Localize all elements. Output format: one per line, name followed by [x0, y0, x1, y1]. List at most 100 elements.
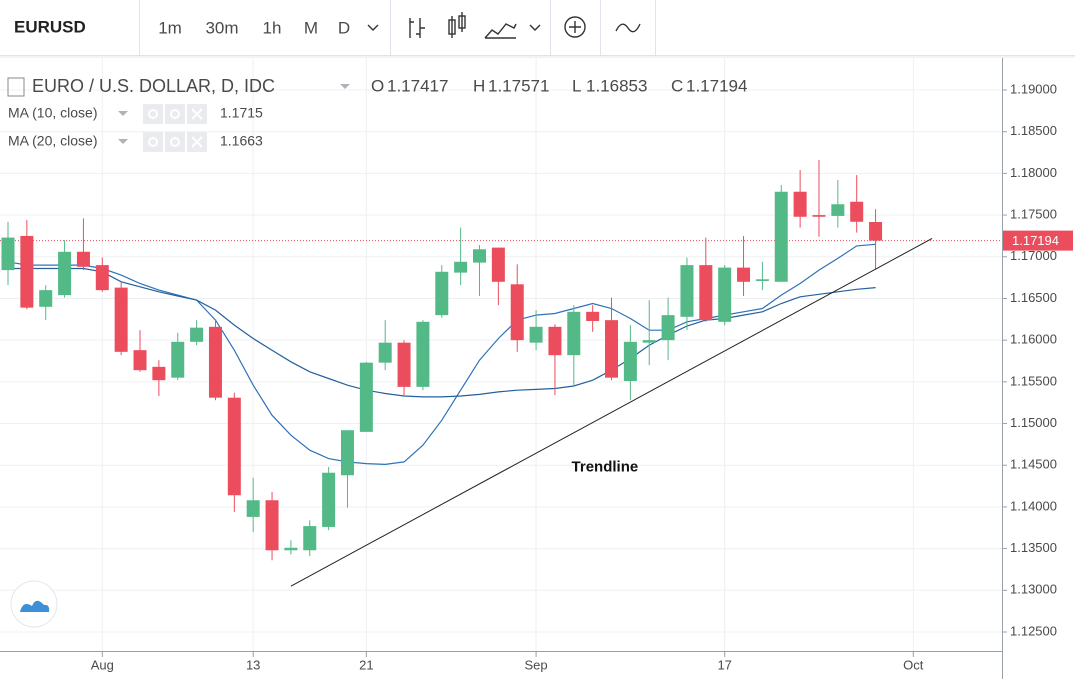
candle-body [605, 320, 619, 378]
x-tick-label: 21 [359, 657, 373, 672]
candle-body [869, 222, 883, 241]
trendline [290, 237, 933, 587]
candle-body [661, 315, 675, 341]
y-tick-label: 1.17500 [1010, 207, 1057, 222]
candle-body [133, 350, 147, 371]
candle-body [454, 261, 468, 273]
indicator-name: MA (10, close) [8, 105, 97, 121]
series-menu[interactable] [340, 84, 350, 89]
candle-body [76, 251, 90, 267]
y-tick-label: 1.19000 [1010, 81, 1057, 96]
candle-body [416, 321, 430, 387]
x-tick-label: 13 [246, 657, 260, 672]
x-tick-label: Aug [91, 657, 114, 672]
ohlc-label: H [473, 76, 485, 95]
y-tick-label: 1.17000 [1010, 248, 1057, 263]
candle-body [246, 500, 260, 517]
indicator-value: 1.1663 [220, 133, 263, 149]
candle-body [340, 430, 354, 476]
candle-body [529, 326, 543, 343]
candle-body [284, 547, 298, 551]
candle-body [680, 265, 694, 317]
interval-button[interactable]: 1h [263, 18, 282, 37]
candle-body [1, 237, 15, 271]
indicator-button-icons [148, 108, 203, 148]
indicator-value: 1.1715 [220, 105, 263, 121]
candle-body [793, 191, 807, 217]
candle-body [322, 472, 336, 527]
candle-body [171, 341, 185, 378]
candle-body [473, 249, 486, 263]
y-tick-label: 1.13500 [1010, 540, 1057, 555]
last-price-tag [1003, 230, 1073, 251]
candle-body [755, 279, 769, 281]
ohlc-label: C [671, 76, 683, 95]
bar-style-icon[interactable] [409, 18, 425, 38]
candle-body [510, 284, 524, 341]
candle-body [20, 235, 34, 308]
candle-body [227, 397, 241, 496]
candle-body [359, 362, 373, 432]
x-tick-label: Sep [525, 657, 548, 672]
interval-button[interactable]: 30m [205, 18, 238, 37]
candle-body [623, 341, 637, 382]
indicator-name: MA (20, close) [8, 133, 97, 149]
y-tick-label: 1.14500 [1010, 457, 1057, 472]
ohlc-value: 1.17194 [686, 76, 747, 95]
trendline-label: Trendline [572, 458, 639, 475]
y-tick-label: 1.16000 [1010, 332, 1057, 347]
ohlc-value: 1.16853 [586, 76, 647, 95]
compare-button[interactable] [615, 23, 641, 33]
y-tick-label: 1.15500 [1010, 373, 1057, 388]
y-tick-label: 1.18000 [1010, 165, 1057, 180]
candle-body [812, 215, 826, 217]
candle-body [152, 366, 166, 381]
candle-body [39, 290, 53, 307]
series-icon [7, 77, 25, 97]
x-tick-label: 17 [717, 657, 731, 672]
y-tick-label: 1.18500 [1010, 123, 1057, 138]
candle-body [397, 342, 411, 387]
candle-body [265, 500, 279, 551]
ohlc-label: O [371, 76, 384, 95]
last-price-label: 1.17194 [1012, 233, 1059, 248]
toolbar-separators [139, 0, 656, 55]
interval-button[interactable]: M [304, 18, 318, 37]
candle-body [642, 340, 656, 343]
candle-body [378, 342, 392, 363]
candle-body [303, 526, 317, 551]
symbol[interactable]: EURUSD [14, 17, 86, 36]
candle-body [850, 201, 864, 222]
style-menu[interactable] [529, 24, 541, 31]
interval-button[interactable]: D [338, 18, 350, 37]
candle-body [831, 204, 845, 216]
indicators-button[interactable] [564, 16, 586, 38]
candle-body [586, 311, 600, 321]
interval-buttons: 1m 30m 1h M D [158, 18, 350, 37]
candle-body [737, 267, 751, 282]
y-tick-label: 1.15000 [1010, 415, 1057, 430]
logo [10, 580, 58, 628]
y-tick-label: 1.12500 [1010, 623, 1057, 638]
plot: Trendline [0, 58, 1002, 652]
ohlc-label: L [572, 76, 581, 95]
ohlc-value: 1.17417 [387, 76, 448, 95]
y-tick-label: 1.16500 [1010, 290, 1057, 305]
candle-body [699, 265, 713, 321]
candle-body [548, 326, 562, 356]
candle-body [58, 251, 72, 296]
ohlc-value: 1.17571 [488, 76, 549, 95]
series-title: EURO / U.S. DOLLAR, D, IDC [32, 76, 275, 96]
interval-menu[interactable] [367, 24, 379, 31]
area-style-icon[interactable] [484, 23, 517, 39]
interval-button[interactable]: 1m [158, 18, 182, 37]
candle-body [774, 191, 788, 282]
candle-body [491, 247, 505, 282]
candle-style-icon[interactable] [448, 12, 466, 38]
candle-body [208, 326, 222, 398]
legend: EURO / U.S. DOLLAR, D, IDC O 1.17417 H 1… [7, 76, 747, 152]
candle-body [95, 265, 109, 291]
candle-body [718, 267, 732, 322]
candle-body [114, 287, 128, 352]
